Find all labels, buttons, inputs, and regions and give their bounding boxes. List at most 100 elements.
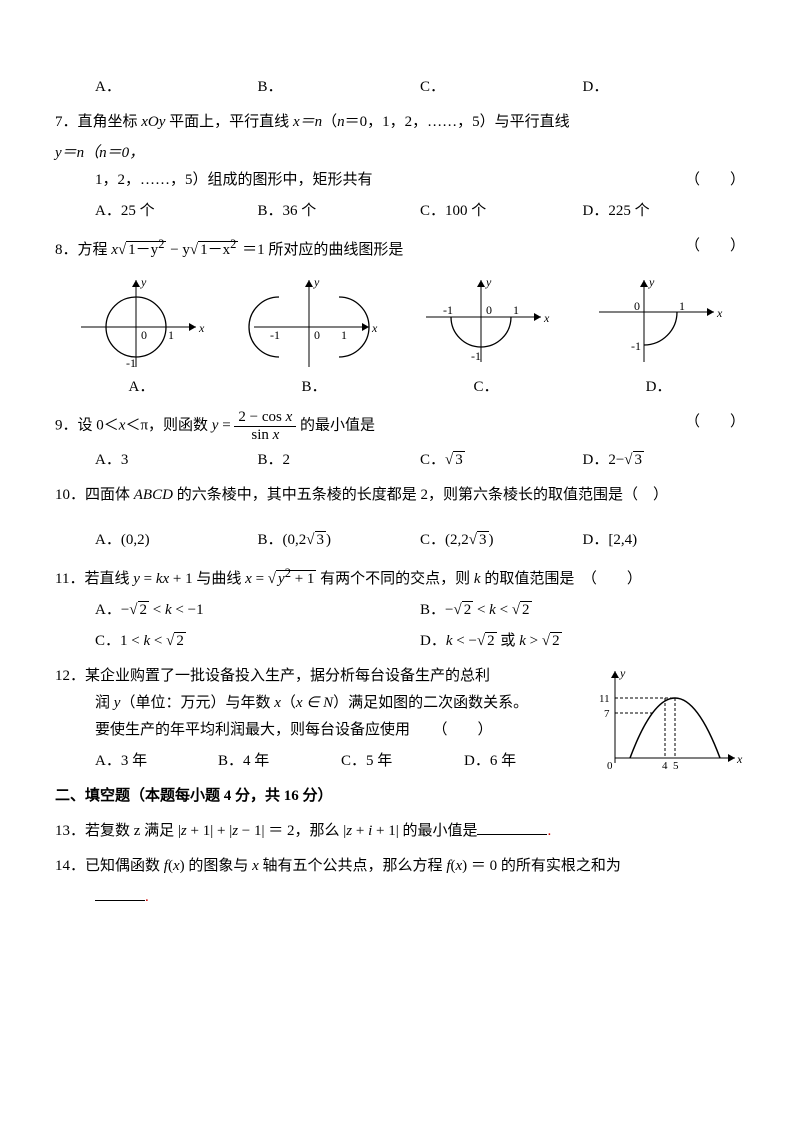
q7-nvals: ＝0，1，2，……，5）与平行直线 — [345, 114, 570, 130]
sqrt-icon: 2 — [453, 597, 473, 624]
q11-eq1: = — [140, 571, 156, 587]
q9-a: A．3 — [95, 447, 258, 474]
q10-options: A．(0,2) B．(0,23) C．(2,23) D．[2,4) — [55, 527, 745, 554]
section-2-title: 二、填空题（本题每小题 4 分，共 16 分） — [55, 783, 745, 810]
q12-options: A．3 年 B．4 年 C．5 年 D．6 年 — [55, 748, 587, 775]
q12-c: C．5 年 — [341, 748, 464, 775]
q9-den: sin — [251, 427, 272, 443]
svg-text:7: 7 — [604, 708, 610, 720]
q11-p1: + 1 与曲线 — [169, 571, 245, 587]
q13-a: + 1| + | — [187, 823, 232, 839]
svg-text:-1: -1 — [270, 328, 280, 342]
svg-text:-1: -1 — [631, 339, 641, 353]
q10-t2: 的六条棱中，其中五条棱的长度都是 2，则第六条棱长的取值范围是（ ） — [173, 487, 668, 503]
q13-period: . — [547, 823, 551, 839]
sqrt-icon: y2 + 1 — [268, 562, 317, 593]
blank-input[interactable] — [477, 819, 547, 835]
q7-c: C．100 个 — [420, 198, 583, 225]
q9-paren: （ ） — [685, 409, 745, 436]
sqrt-icon: 3 — [306, 527, 326, 554]
q8-lb: B． — [301, 374, 326, 401]
q14-x2: x — [455, 858, 462, 874]
svg-text:y: y — [648, 275, 655, 289]
q7-options: A．25 个 B．36 个 C．100 个 D．225 个 — [55, 198, 745, 225]
q8-post: 所对应的曲线图形是 — [265, 242, 404, 258]
q11-post: 有两个不同的交点，则 — [316, 571, 474, 587]
svg-text:x: x — [371, 321, 378, 335]
q10-abcd: ABCD — [134, 487, 173, 503]
q9-eq: = — [218, 417, 234, 433]
q14-xax: x — [252, 858, 259, 874]
q10-t1: 10．四面体 — [55, 487, 134, 503]
sqrt-icon: 3 — [445, 447, 465, 474]
q12-a: A．3 年 — [95, 748, 218, 775]
q13-pre: 13．若复数 z 满足 | — [55, 823, 181, 839]
svg-text:y: y — [619, 666, 626, 680]
q8-pre: 8．方程 — [55, 242, 111, 258]
q7-d: D．225 个 — [583, 198, 746, 225]
q14-mid2: 轴有五个公共点，那么方程 — [259, 858, 447, 874]
q9-d: D．2−3 — [583, 447, 746, 474]
svg-text:0: 0 — [634, 299, 640, 313]
q13: 13．若复数 z 满足 |z + 1| + |z − 1| ＝ 2，那么 |z … — [55, 818, 745, 845]
svg-text:y: y — [313, 275, 320, 289]
svg-text:5: 5 — [673, 760, 679, 772]
svg-text:0: 0 — [141, 328, 147, 342]
q14-period: . — [145, 889, 149, 905]
q12-d: D．6 年 — [464, 748, 587, 775]
svg-text:x: x — [543, 311, 550, 325]
q7: 7．直角坐标 xOy 平面上，平行直线 x＝n（n＝0，1，2，……，5）与平行… — [55, 109, 745, 136]
q11-d: D．k < −2 或 k > 2 — [420, 628, 745, 655]
q8-ld: D． — [646, 374, 672, 401]
sqrt-icon: 1－x2 — [190, 233, 239, 264]
q8-labels: A． B． C． D． — [55, 374, 745, 401]
q11-pre: 11．若直线 — [55, 571, 133, 587]
q8-rad2: 1－x — [200, 242, 230, 258]
q7-b: B．36 个 — [258, 198, 421, 225]
q14-f2: f — [446, 858, 450, 874]
q9-mid: ＜π，则函数 — [125, 417, 211, 433]
opt-a: A． — [95, 74, 258, 101]
prev-options: A． B． C． D． — [55, 74, 745, 101]
sqrt-icon: 2 — [542, 628, 562, 655]
svg-text:1: 1 — [341, 328, 347, 342]
q11-b: B．−2 < k < 2 — [420, 597, 745, 624]
q9-b: B．2 — [258, 447, 421, 474]
q9-pre: 9．设 0＜ — [55, 417, 119, 433]
sqrt-icon: 1－y2 — [118, 233, 167, 264]
q8-eqr: ＝1 — [238, 242, 264, 258]
q7-l3: 1，2，……，5）组成的图形中，矩形共有 — [55, 172, 373, 188]
q8-diag-c: 0 -1 1 -1 x y — [416, 272, 556, 372]
svg-text:0: 0 — [486, 303, 492, 317]
q8-lc: C． — [474, 374, 499, 401]
blank-input[interactable] — [95, 885, 145, 901]
q8: 8．方程 x1－y2 − y1－x2 ＝1 所对应的曲线图形是 （ ） — [55, 233, 745, 264]
q8-rad1: 1－y — [128, 242, 158, 258]
q7-xn: x＝n — [293, 114, 322, 130]
q8-diag-a: 0 1 x y -1 — [71, 272, 211, 372]
q8-diagrams: 0 1 x y -1 0 -1 1 x y 0 -1 1 -1 x y 0 1 … — [55, 272, 745, 372]
q10-a: A．(0,2) — [95, 527, 258, 554]
q13-d: + 1| 的最小值是 — [372, 823, 477, 839]
q11-opts-2: C．1 < k < 2 D．k < −2 或 k > 2 — [55, 628, 745, 655]
q12: 11 7 4 5 0 x y 12．某企业购置了一批设备投入生产，据分析每台设备… — [55, 663, 745, 779]
q10-b: B．(0,23) — [258, 527, 421, 554]
fraction: 2 − cos xsin x — [234, 409, 296, 443]
svg-text:0: 0 — [314, 328, 320, 342]
q14-f1: f — [164, 858, 168, 874]
q14-x1: x — [173, 858, 180, 874]
q10: 10．四面体 ABCD 的六条棱中，其中五条棱的长度都是 2，则第六条棱长的取值… — [55, 482, 745, 509]
q14-mid: 的图象与 — [185, 858, 253, 874]
q10-d: D．[2,4) — [583, 527, 746, 554]
q11-eq2: = — [252, 571, 268, 587]
q8-diag-b: 0 -1 1 x y — [244, 272, 384, 372]
sqrt-icon: 3 — [469, 527, 489, 554]
svg-text:x: x — [716, 306, 723, 320]
svg-text:y: y — [140, 275, 147, 289]
q11: 11．若直线 y = kx + 1 与曲线 x = y2 + 1 有两个不同的交… — [55, 562, 745, 593]
svg-text:0: 0 — [607, 760, 613, 772]
svg-text:11: 11 — [599, 693, 610, 705]
q11-opts-1: A．−2 < k < −1 B．−2 < k < 2 — [55, 597, 745, 624]
q11-post2: 的取值范围是 （ ） — [481, 571, 642, 587]
sqrt-icon: 3 — [624, 447, 644, 474]
